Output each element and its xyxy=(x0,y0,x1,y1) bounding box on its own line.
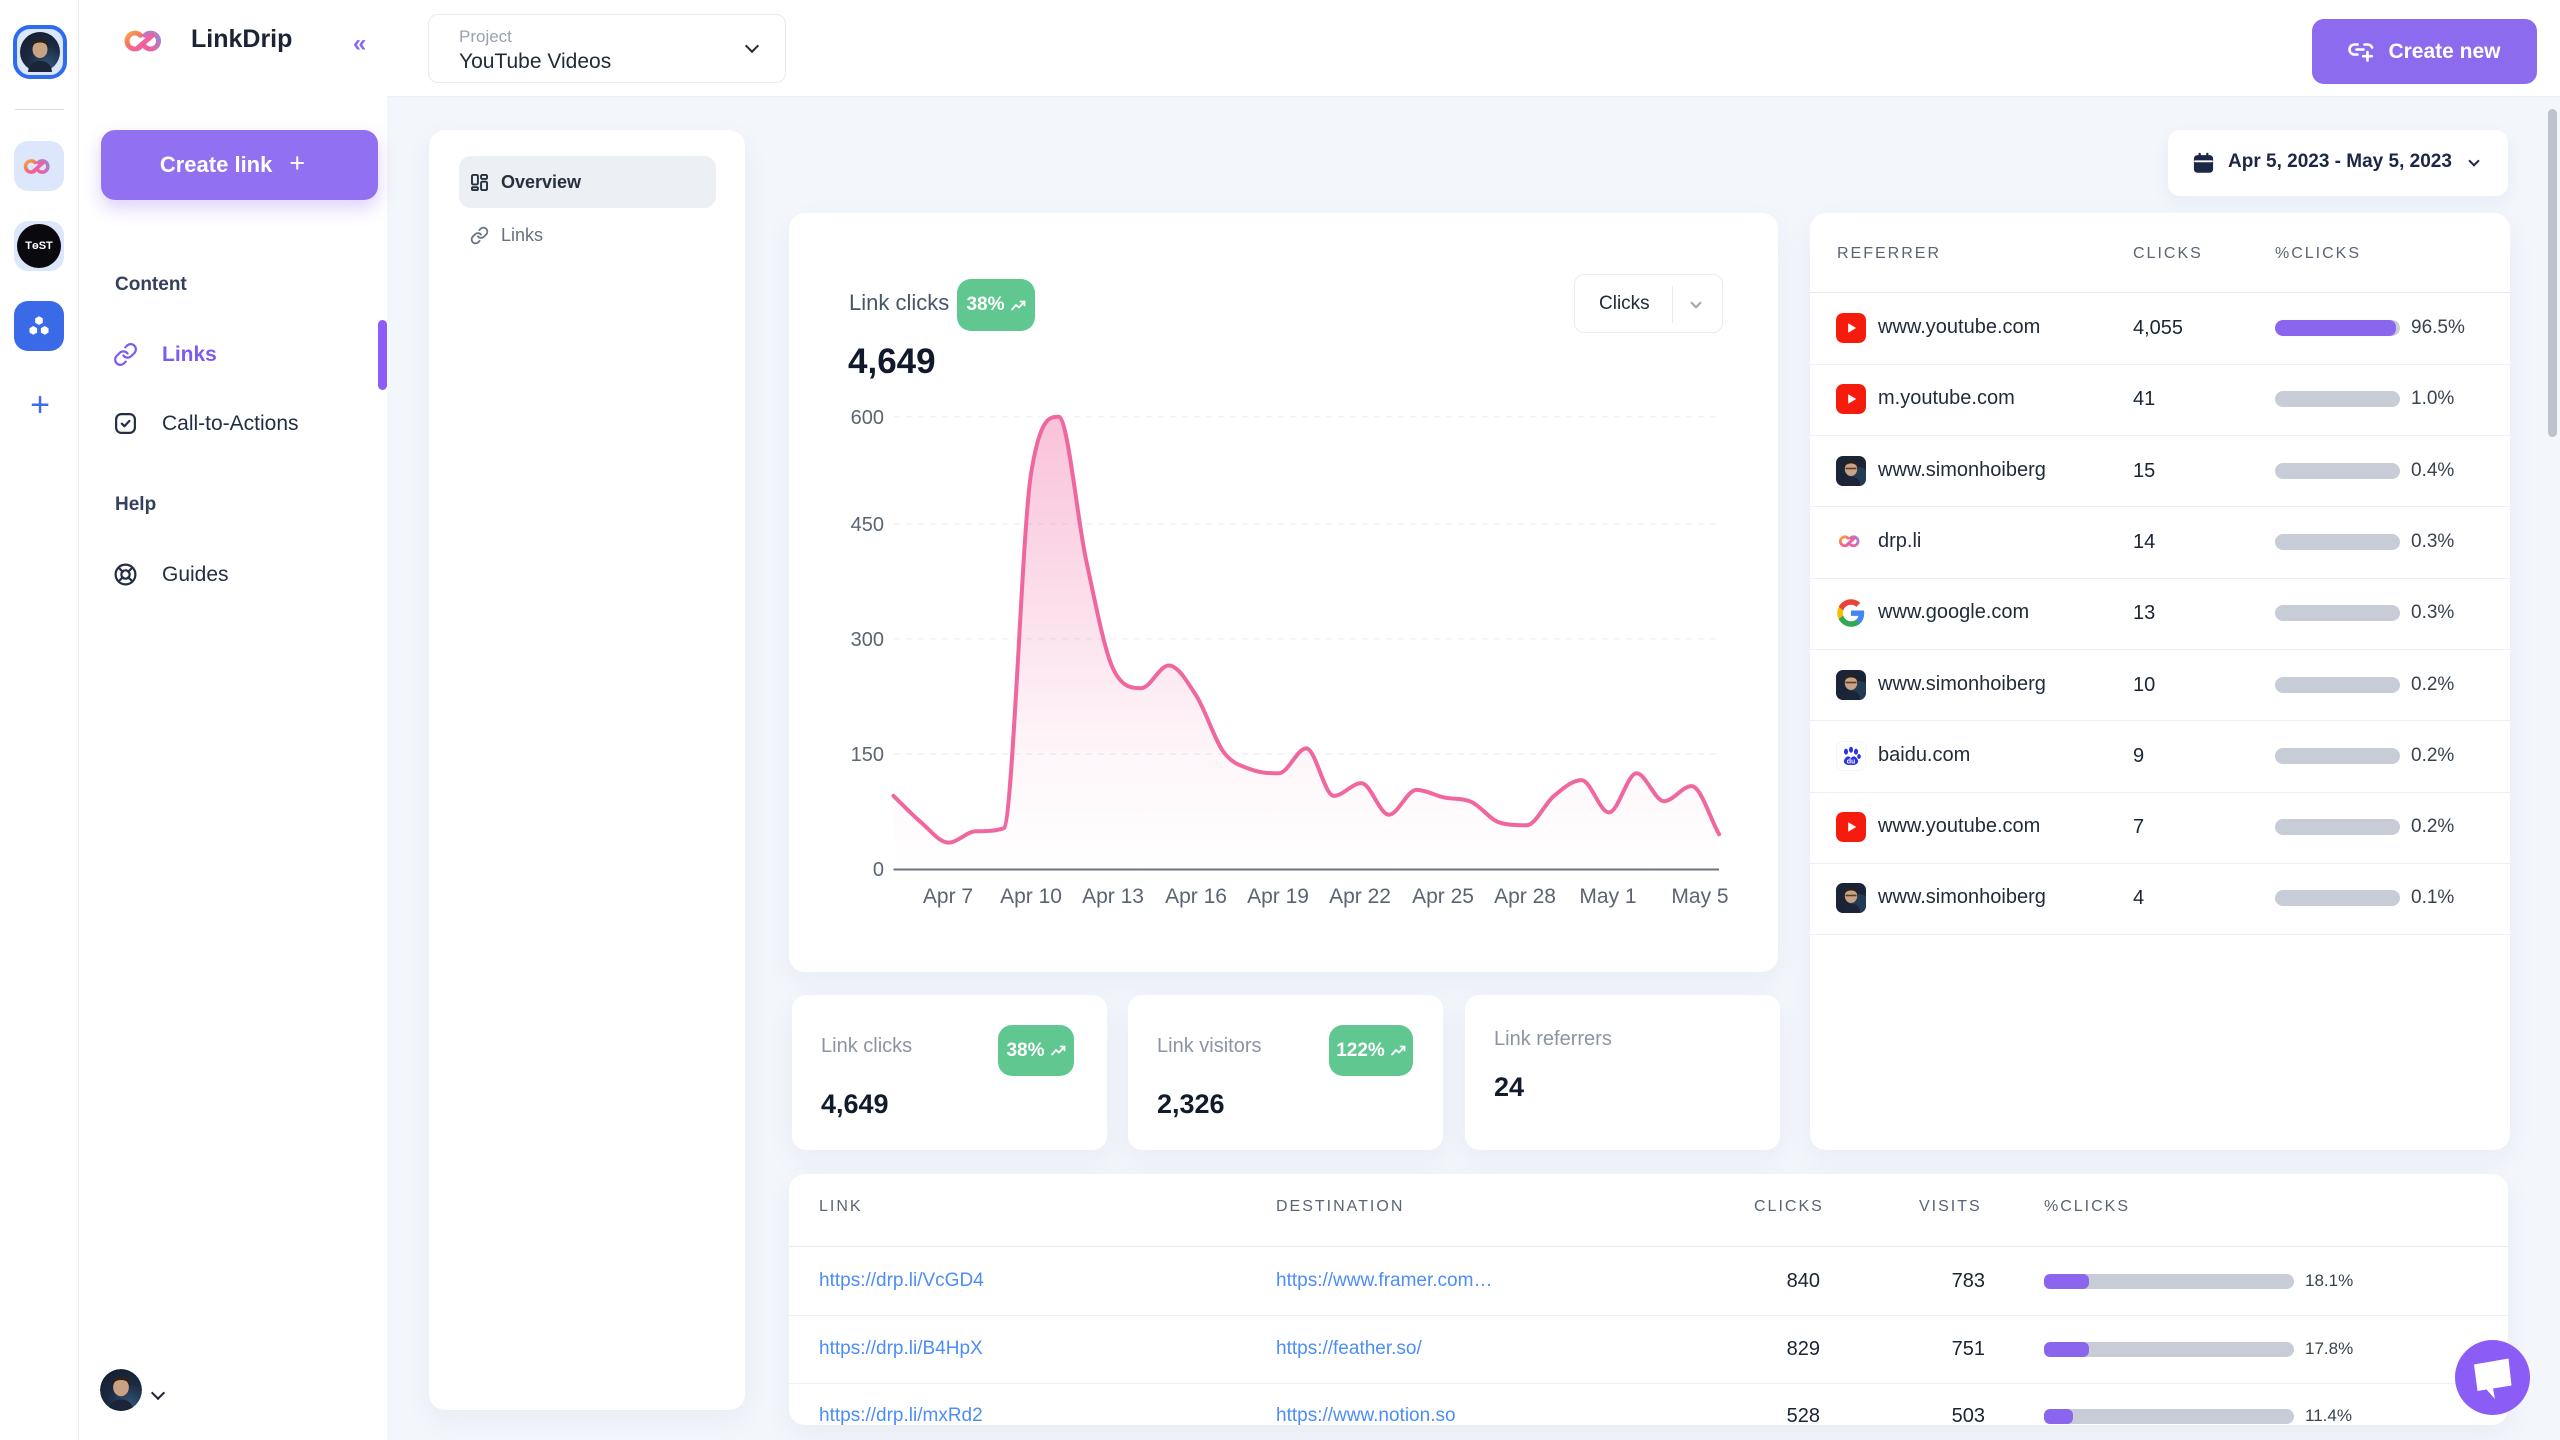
svg-text:Apr 19: Apr 19 xyxy=(1247,885,1309,908)
svg-text:Apr 25: Apr 25 xyxy=(1412,885,1474,908)
svg-text:450: 450 xyxy=(851,514,884,536)
svg-text:du: du xyxy=(1847,758,1856,765)
svg-text:600: 600 xyxy=(851,407,884,429)
svg-text:Apr 16: Apr 16 xyxy=(1165,885,1227,908)
svg-text:0: 0 xyxy=(873,859,884,881)
svg-text:150: 150 xyxy=(851,744,884,766)
svg-text:May 5: May 5 xyxy=(1671,885,1728,908)
svg-text:Apr 7: Apr 7 xyxy=(923,885,973,908)
svg-text:May 1: May 1 xyxy=(1579,885,1636,908)
svg-text:Apr 28: Apr 28 xyxy=(1494,885,1556,908)
svg-text:Apr 10: Apr 10 xyxy=(1000,885,1062,908)
svg-text:300: 300 xyxy=(851,629,884,651)
svg-text:Apr 22: Apr 22 xyxy=(1329,885,1391,908)
svg-text:Apr 13: Apr 13 xyxy=(1082,885,1144,908)
